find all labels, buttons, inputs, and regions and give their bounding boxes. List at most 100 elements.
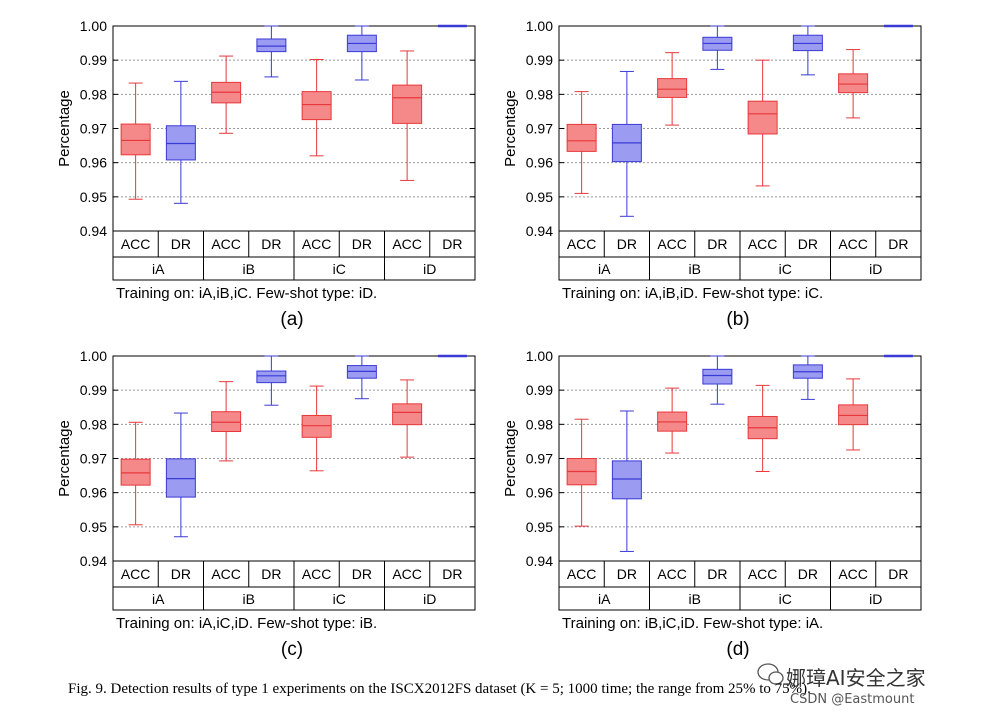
box-iqr (392, 403, 423, 426)
y-tick-label: 0.95 (80, 189, 107, 205)
box-iB-DR (256, 25, 287, 78)
metric-label: ACC (838, 566, 868, 582)
metric-label: ACC (302, 236, 332, 252)
y-axis-label: Percentage (56, 420, 73, 497)
group-label: iB (689, 591, 701, 607)
metric-label: DR (888, 566, 908, 582)
metric-label: ACC (121, 236, 151, 252)
group-label: iA (152, 591, 165, 607)
metric-label: DR (798, 566, 818, 582)
box-iqr (165, 458, 196, 498)
metric-label: DR (798, 236, 818, 252)
panel-label: (b) (726, 309, 749, 330)
box-iA-ACC (566, 91, 597, 194)
experiment-note: Training on: iB,iC,iD. Few-shot type: iA… (562, 615, 823, 632)
y-tick-label: 0.97 (526, 451, 553, 467)
metric-label: DR (442, 566, 462, 582)
box-iqr (566, 123, 597, 152)
group-label: iA (598, 591, 611, 607)
box-iqr (611, 460, 642, 500)
panel-1: 0.94 0.95 0.96 0.97 0.98 0.99 1.00 Percentage AC… (56, 18, 476, 330)
box-iA-DR (611, 410, 642, 552)
metric-label: DR (352, 236, 372, 252)
y-tick-label: 0.95 (526, 189, 553, 205)
group-label: iD (869, 591, 882, 607)
watermark-text: 娜璋AI安全之家 (786, 666, 926, 690)
y-tick-label: 0.96 (526, 155, 553, 171)
y-tick-label: 0.96 (80, 485, 107, 501)
figure-caption: Fig. 9. Detection results of type 1 expe… (68, 681, 811, 697)
y-tick-label: 1.00 (526, 348, 553, 364)
metric-label: ACC (567, 566, 597, 582)
group-label: iD (423, 591, 436, 607)
metric-label: DR (707, 566, 727, 582)
box-iA-DR (165, 412, 196, 538)
metric-label: ACC (211, 236, 241, 252)
y-tick-label: 0.99 (80, 52, 107, 68)
group-label: iB (243, 591, 255, 607)
box-iqr (211, 411, 242, 433)
box-iqr (301, 414, 332, 438)
y-tick-label: 1.00 (80, 18, 107, 34)
panel-label: (a) (280, 309, 303, 330)
box-iB-DR (702, 25, 733, 70)
y-axis-label: Percentage (502, 90, 519, 167)
experiment-note: Training on: iA,iC,iD. Few-shot type: iB… (116, 615, 377, 632)
y-tick-label: 0.97 (526, 121, 553, 137)
metric-label: ACC (838, 236, 868, 252)
box-iB-ACC (657, 52, 688, 126)
metric-label: ACC (748, 566, 778, 582)
y-tick-label: 0.98 (80, 416, 107, 432)
y-tick-label: 0.94 (80, 223, 107, 239)
group-label: iC (333, 591, 346, 607)
box-iC-ACC (301, 58, 332, 157)
group-label: iC (779, 591, 792, 607)
metric-label: DR (617, 236, 637, 252)
y-tick-label: 0.97 (80, 121, 107, 137)
box-iqr (165, 125, 196, 161)
metric-label: ACC (211, 566, 241, 582)
box-iD-ACC (838, 49, 869, 119)
box-iA-DR (165, 80, 196, 204)
y-tick-label: 0.98 (526, 416, 553, 432)
box-iC-DR (792, 25, 823, 76)
y-tick-label: 0.95 (526, 519, 553, 535)
box-iD-ACC (392, 379, 423, 458)
group-label: iD (869, 261, 882, 277)
experiment-note: Training on: iA,iB,iD. Few-shot type: iC… (562, 285, 823, 302)
box-iA-ACC (566, 418, 597, 527)
box-iC-ACC (747, 59, 778, 187)
box-iA-DR (611, 70, 642, 217)
y-tick-label: 0.98 (80, 86, 107, 102)
metric-label: DR (352, 566, 372, 582)
group-label: iD (423, 261, 436, 277)
box-iqr (747, 100, 778, 135)
y-tick-label: 0.98 (526, 86, 553, 102)
box-iqr (301, 91, 332, 121)
metric-label: DR (617, 566, 637, 582)
box-iC-DR (792, 355, 823, 400)
panel-4: 0.94 0.95 0.96 0.97 0.98 0.99 1.00 Percentage AC… (502, 348, 922, 660)
wechat-logo-icon (757, 663, 784, 685)
y-tick-label: 0.94 (80, 553, 107, 569)
box-iqr (120, 123, 151, 156)
metric-label: ACC (657, 236, 687, 252)
box-iB-ACC (211, 381, 242, 462)
metric-label: ACC (748, 236, 778, 252)
group-label: iC (779, 261, 792, 277)
panel-label: (c) (281, 639, 303, 660)
y-tick-label: 1.00 (526, 18, 553, 34)
metric-label: ACC (392, 236, 422, 252)
panel-label: (d) (726, 639, 749, 660)
metric-label: ACC (392, 566, 422, 582)
box-iqr (838, 73, 869, 94)
box-iB-ACC (657, 387, 688, 454)
box-iD-ACC (392, 50, 423, 181)
box-iqr (256, 370, 287, 384)
box-iqr (120, 458, 151, 486)
csdn-watermark: CSDN @Eastmount (790, 692, 915, 707)
y-tick-label: 0.99 (526, 52, 553, 68)
metric-label: DR (261, 236, 281, 252)
group-label: iA (152, 261, 165, 277)
